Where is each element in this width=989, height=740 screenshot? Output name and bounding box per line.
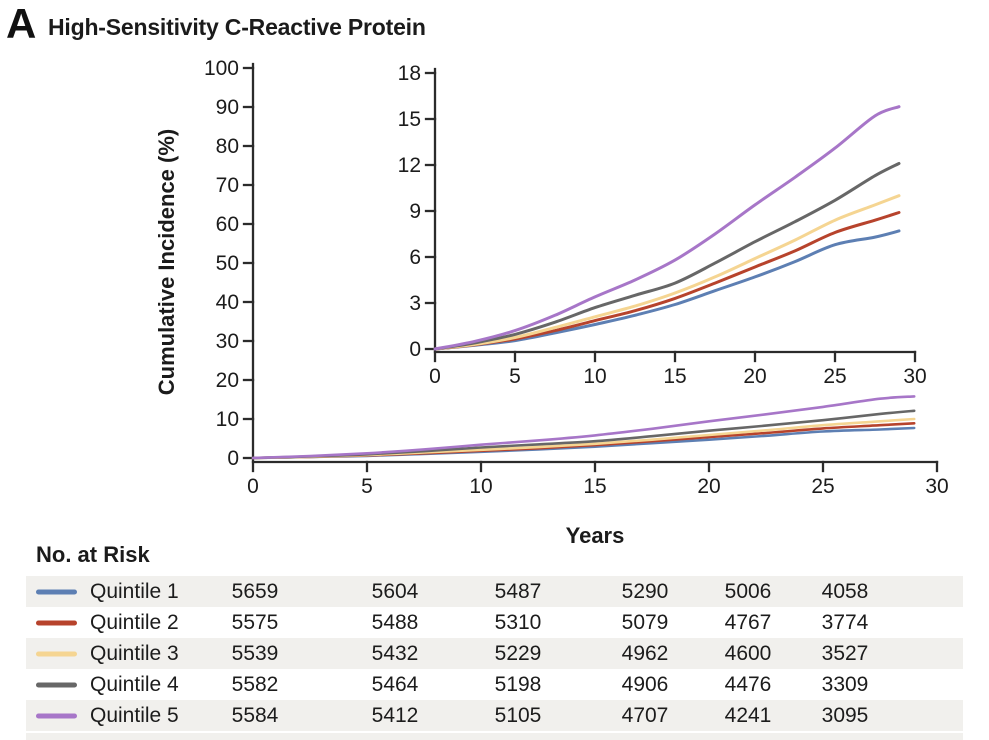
main-xtick-label: 30 bbox=[925, 475, 948, 498]
main-ytick-label: 50 bbox=[216, 252, 239, 275]
inset-xtick-label: 0 bbox=[429, 365, 441, 388]
risk-value: 3095 bbox=[821, 703, 869, 727]
risk-row-quintile-3: Quintile 3 5539 5432 5229 4962 4600 3527 bbox=[26, 638, 963, 669]
risk-value: 5310 bbox=[494, 610, 542, 634]
risk-value: 5488 bbox=[371, 610, 419, 634]
risk-row-label: Quintile 4 bbox=[90, 672, 179, 696]
risk-row-label: Quintile 5 bbox=[90, 703, 179, 727]
main-ytick-label: 100 bbox=[204, 57, 239, 80]
main-xtick-label: 20 bbox=[697, 475, 720, 498]
legend-line-swatch-quintile-1 bbox=[36, 589, 77, 594]
main-series-line-quintile-5 bbox=[251, 395, 916, 460]
risk-value: 5582 bbox=[231, 672, 279, 696]
risk-value: 5105 bbox=[494, 703, 542, 727]
inset-xtick-label: 10 bbox=[583, 365, 606, 388]
risk-value: 5079 bbox=[621, 610, 669, 634]
main-xtick-label: 5 bbox=[361, 475, 373, 498]
legend-line-swatch-quintile-4 bbox=[36, 682, 77, 687]
inset-plot: 0 3 6 9 12 15 18 0 5 10 15 20 25 30 bbox=[398, 62, 927, 388]
figure-title: High-Sensitivity C-Reactive Protein bbox=[48, 14, 426, 40]
risk-value: 5659 bbox=[231, 579, 279, 603]
risk-value: 5412 bbox=[371, 703, 419, 727]
inset-xtick-label: 20 bbox=[743, 365, 766, 388]
risk-row-quintile-2: Quintile 2 5575 5488 5310 5079 4767 3774 bbox=[26, 607, 963, 638]
risk-row-label: Quintile 2 bbox=[90, 610, 179, 634]
main-ytick-label: 10 bbox=[216, 408, 239, 431]
inset-series-line-quintile-3 bbox=[433, 194, 901, 351]
risk-value: 4962 bbox=[621, 641, 669, 665]
main-ytick-label: 40 bbox=[216, 291, 239, 314]
risk-value: 3309 bbox=[821, 672, 869, 696]
main-axis-lines bbox=[251, 62, 939, 464]
legend-line-swatch-quintile-2 bbox=[36, 620, 77, 625]
inset-ytick-label: 3 bbox=[409, 292, 421, 315]
risk-value: 5290 bbox=[621, 579, 669, 603]
inset-ytick-label: 0 bbox=[409, 338, 421, 361]
inset-series-line-quintile-2 bbox=[433, 211, 901, 351]
main-xtick-label: 15 bbox=[583, 475, 606, 498]
x-axis-label: Years bbox=[565, 523, 625, 548]
risk-row-quintile-5: Quintile 5 5584 5412 5105 4707 4241 3095 bbox=[26, 700, 963, 731]
risk-value: 4767 bbox=[724, 610, 772, 634]
risk-value: 4476 bbox=[724, 672, 772, 696]
risk-value: 4058 bbox=[821, 579, 869, 603]
risk-table-header: No. at Risk bbox=[36, 542, 150, 567]
risk-value: 5464 bbox=[371, 672, 419, 696]
risk-value: 4707 bbox=[621, 703, 669, 727]
risk-row-label: Quintile 3 bbox=[90, 641, 179, 665]
main-ytick-label: 60 bbox=[216, 213, 239, 236]
risk-value: 5432 bbox=[371, 641, 419, 665]
risk-value: 3774 bbox=[821, 610, 869, 634]
risk-value: 3527 bbox=[821, 641, 869, 665]
inset-ytick-label: 6 bbox=[409, 246, 421, 269]
inset-series-line-quintile-1 bbox=[433, 229, 901, 351]
main-ytick-label: 30 bbox=[216, 330, 239, 353]
risk-value: 5006 bbox=[724, 579, 772, 603]
inset-ytick-label: 12 bbox=[398, 154, 421, 177]
inset-xtick-label: 25 bbox=[823, 365, 846, 388]
inset-xtick-label: 15 bbox=[663, 365, 686, 388]
inset-xtick-label: 30 bbox=[903, 365, 926, 388]
inset-axis-lines bbox=[433, 67, 917, 354]
inset-series-line-quintile-5 bbox=[433, 105, 901, 351]
inset-xtick-label: 5 bbox=[509, 365, 521, 388]
risk-row-label: Quintile 1 bbox=[90, 579, 179, 603]
legend-line-swatch-quintile-3 bbox=[36, 651, 77, 656]
risk-value: 5584 bbox=[231, 703, 279, 727]
risk-value: 5575 bbox=[231, 610, 279, 634]
risk-value: 5487 bbox=[494, 579, 542, 603]
main-xtick-label: 10 bbox=[469, 475, 492, 498]
main-series-line-quintile-3 bbox=[251, 417, 916, 460]
main-series-line-quintile-4 bbox=[251, 409, 916, 460]
main-ytick-label: 70 bbox=[216, 174, 239, 197]
main-xtick-label: 0 bbox=[247, 475, 259, 498]
risk-row-quintile-1: Quintile 1 5659 5604 5487 5290 5006 4058 bbox=[26, 576, 963, 607]
risk-value: 5539 bbox=[231, 641, 279, 665]
main-ytick-label: 90 bbox=[216, 96, 239, 119]
panel-letter: A bbox=[6, 0, 37, 47]
risk-row-quintile-4: Quintile 4 5582 5464 5198 4906 4476 3309 bbox=[26, 669, 963, 700]
bottom-stripe bbox=[26, 733, 963, 740]
risk-value: 5229 bbox=[494, 641, 542, 665]
risk-value: 5604 bbox=[371, 579, 419, 603]
legend-line-swatch-quintile-5 bbox=[36, 713, 77, 718]
main-ytick-label: 20 bbox=[216, 369, 239, 392]
inset-ytick-label: 15 bbox=[398, 108, 421, 131]
risk-value: 4600 bbox=[724, 641, 772, 665]
main-ytick-label: 0 bbox=[227, 447, 239, 470]
inset-series-line-quintile-4 bbox=[433, 162, 901, 351]
main-ytick-label: 80 bbox=[216, 135, 239, 158]
main-xtick-label: 25 bbox=[811, 475, 834, 498]
risk-table: Quintile 1 5659 5604 5487 5290 5006 4058 Quinti… bbox=[26, 576, 963, 731]
inset-ytick-label: 18 bbox=[398, 62, 421, 85]
risk-value: 4906 bbox=[621, 672, 669, 696]
risk-value: 5198 bbox=[494, 672, 542, 696]
risk-value: 4241 bbox=[724, 703, 772, 727]
inset-ytick-label: 9 bbox=[409, 200, 421, 223]
